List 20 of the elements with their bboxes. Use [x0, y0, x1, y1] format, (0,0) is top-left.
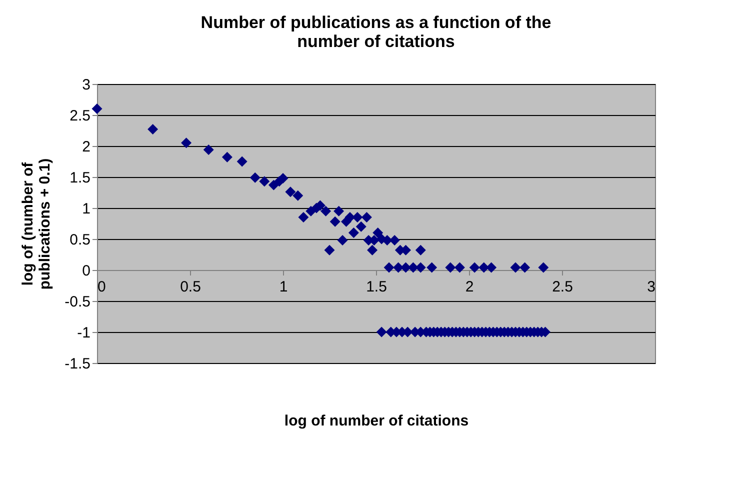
y-tick-label: 0.5	[70, 232, 90, 248]
x-tick-label: 2.5	[552, 278, 573, 296]
y-tick-label: -0.5	[64, 294, 90, 310]
y-tick-label: 0	[82, 262, 90, 280]
x-tick-label: 1.5	[366, 278, 387, 296]
x-axis-title: log of number of citations	[284, 412, 469, 430]
x-tick-label: 0.5	[180, 278, 201, 296]
y-tick-label: 1.5	[70, 170, 90, 186]
y-tick-label: 3	[82, 76, 90, 94]
y-tick-label: 2.5	[70, 108, 90, 124]
x-tick-label: 2	[465, 278, 474, 296]
y-tick-label: 1	[82, 200, 90, 218]
y-tick-label: -1	[77, 324, 90, 342]
chart-title: Number of publications as a function of the number of citations	[200, 13, 552, 51]
x-tick-label: 1	[279, 278, 288, 296]
x-tick-label: 0	[98, 278, 106, 296]
y-axis-title: log of (number of publications + 0.1)	[20, 158, 54, 290]
y-tick-label: 2	[82, 138, 90, 156]
x-tick-label: 3	[647, 278, 656, 296]
y-tick-label: -1.5	[64, 356, 90, 372]
